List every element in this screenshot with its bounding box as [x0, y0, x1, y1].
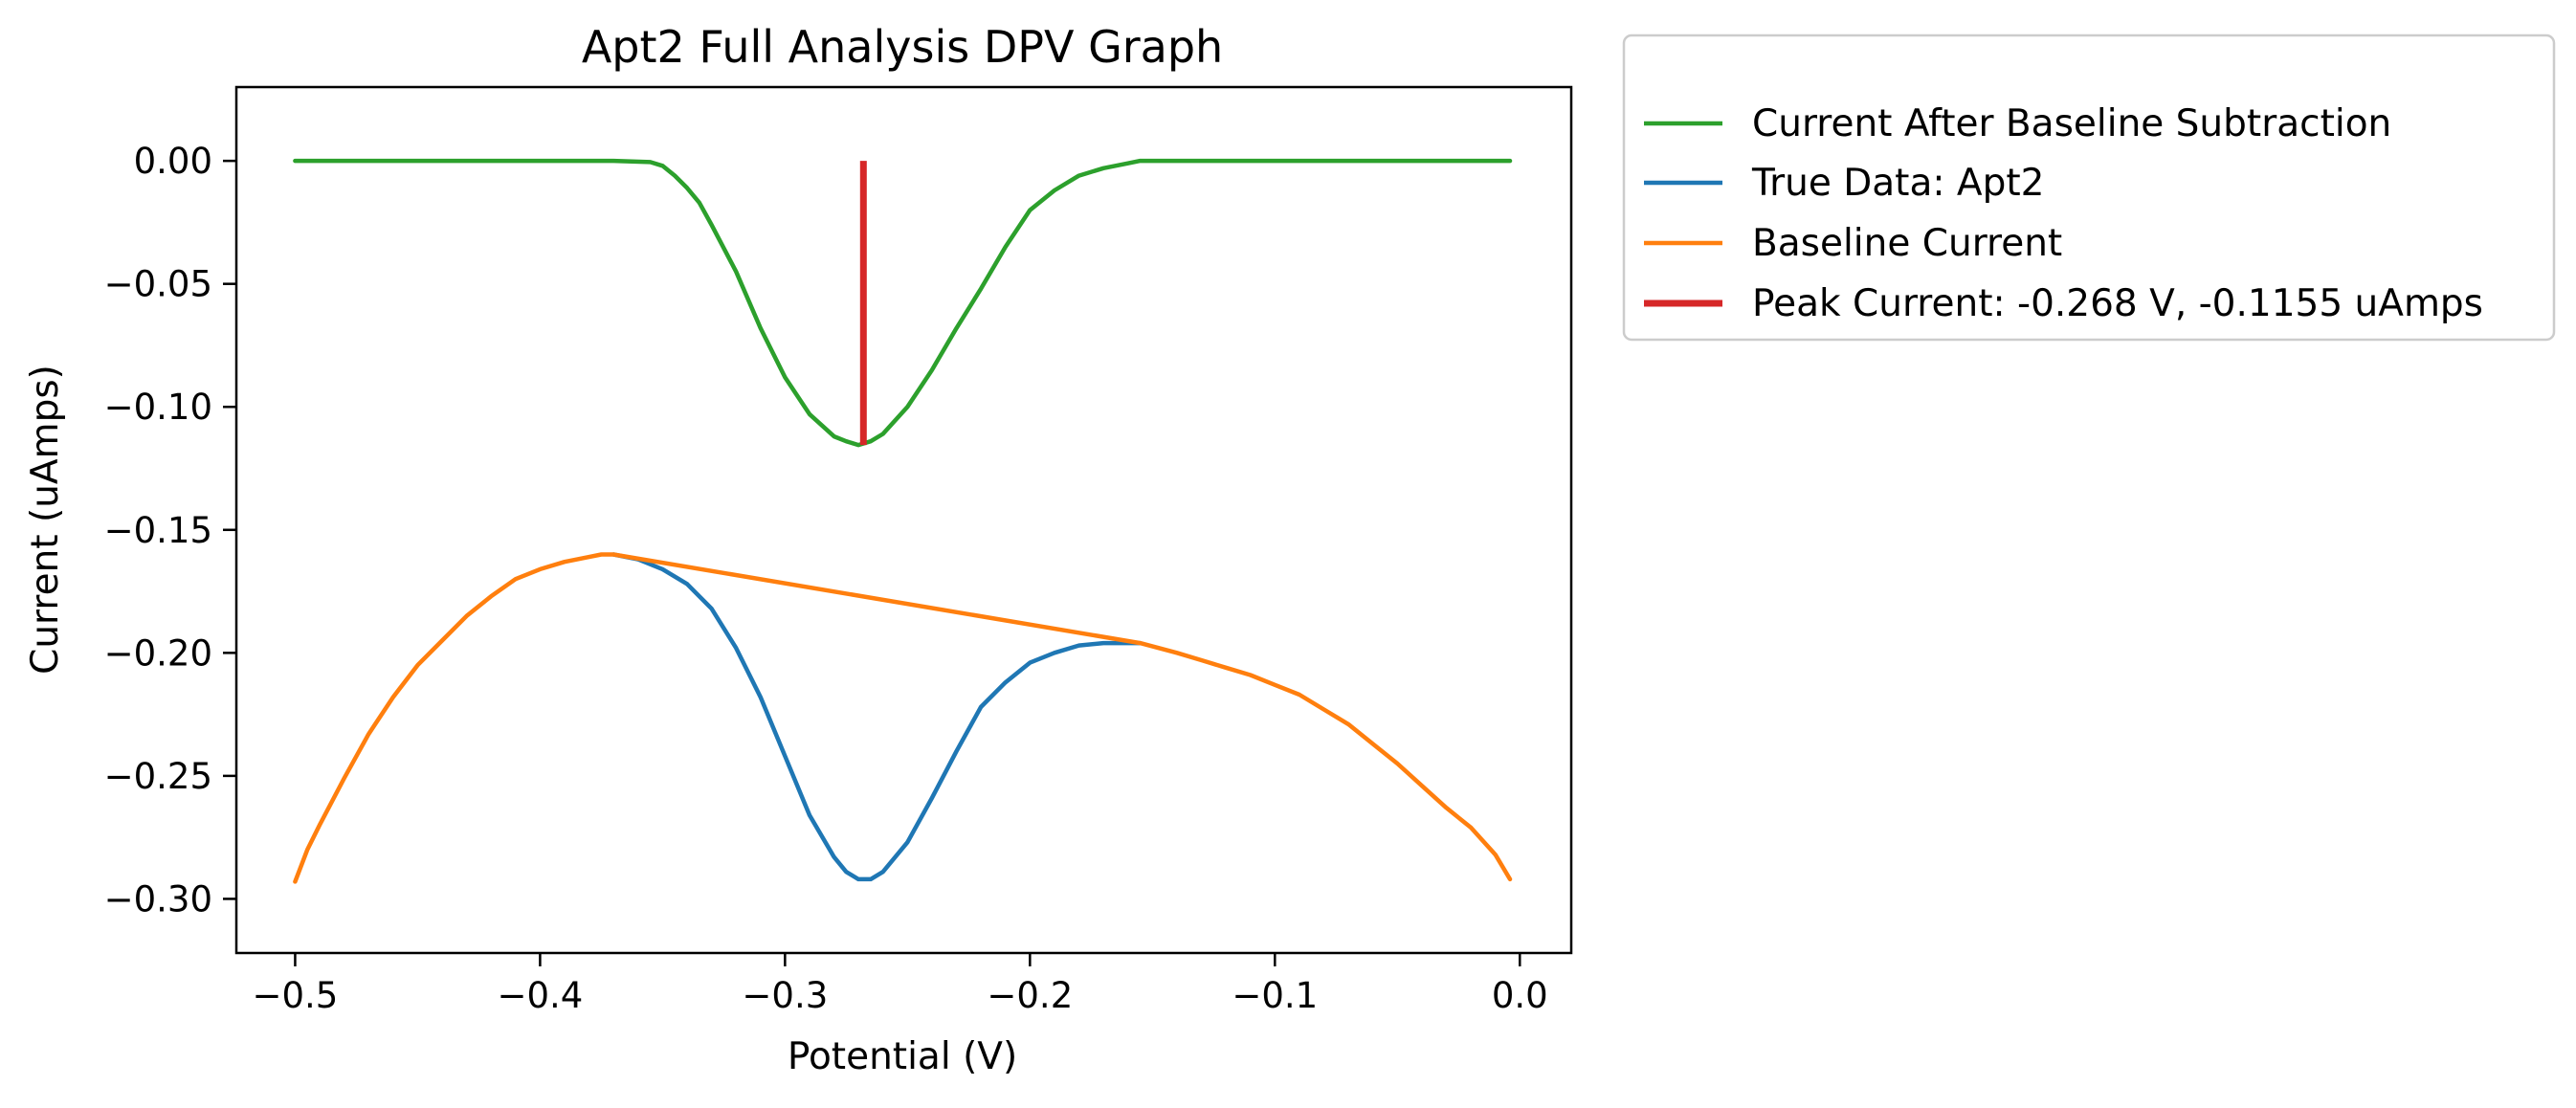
legend-label: Peak Current: -0.268 V, -0.1155 uAmps	[1752, 282, 2483, 325]
legend-label: True Data: Apt2	[1751, 162, 2044, 205]
chart-title: Apt2 Full Analysis DPV Graph	[582, 21, 1223, 73]
x-axis-label: Potential (V)	[788, 1035, 1017, 1078]
legend: Current After Baseline Subtraction True D…	[1622, 33, 2556, 342]
series-line-2	[611, 552, 1143, 882]
y-tick-label: 0.00	[134, 141, 212, 182]
x-tick-label: −0.2	[987, 975, 1073, 1016]
y-tick-label: −0.15	[104, 510, 212, 551]
plot-series	[293, 158, 1513, 884]
series-line-1	[293, 158, 1513, 448]
x-tick-label: −0.5	[253, 975, 339, 1016]
y-tick-label: −0.25	[104, 756, 212, 797]
y-tick-label: −0.20	[104, 632, 212, 674]
x-axis: −0.5 −0.4 −0.3 −0.2 −0.1 0.0	[253, 953, 1548, 1016]
legend-label: Baseline Current	[1752, 222, 2062, 265]
x-tick-label: −0.1	[1232, 975, 1318, 1016]
legend-box	[1622, 33, 2556, 342]
y-axis: 0.00 −0.05 −0.10 −0.15 −0.20 −0.25 −0.30	[104, 141, 236, 920]
legend-label: Current After Baseline Subtraction	[1752, 102, 2391, 145]
y-tick-label: −0.10	[104, 387, 212, 428]
x-tick-label: −0.4	[497, 975, 583, 1016]
plot-frame	[234, 85, 1573, 955]
x-tick-label: −0.3	[742, 975, 828, 1016]
series-line-3	[293, 552, 1513, 884]
y-tick-label: −0.05	[104, 264, 212, 305]
y-tick-label: −0.30	[104, 878, 212, 920]
x-tick-label: 0.0	[1492, 975, 1548, 1016]
y-axis-label: Current (uAmps)	[24, 365, 67, 675]
